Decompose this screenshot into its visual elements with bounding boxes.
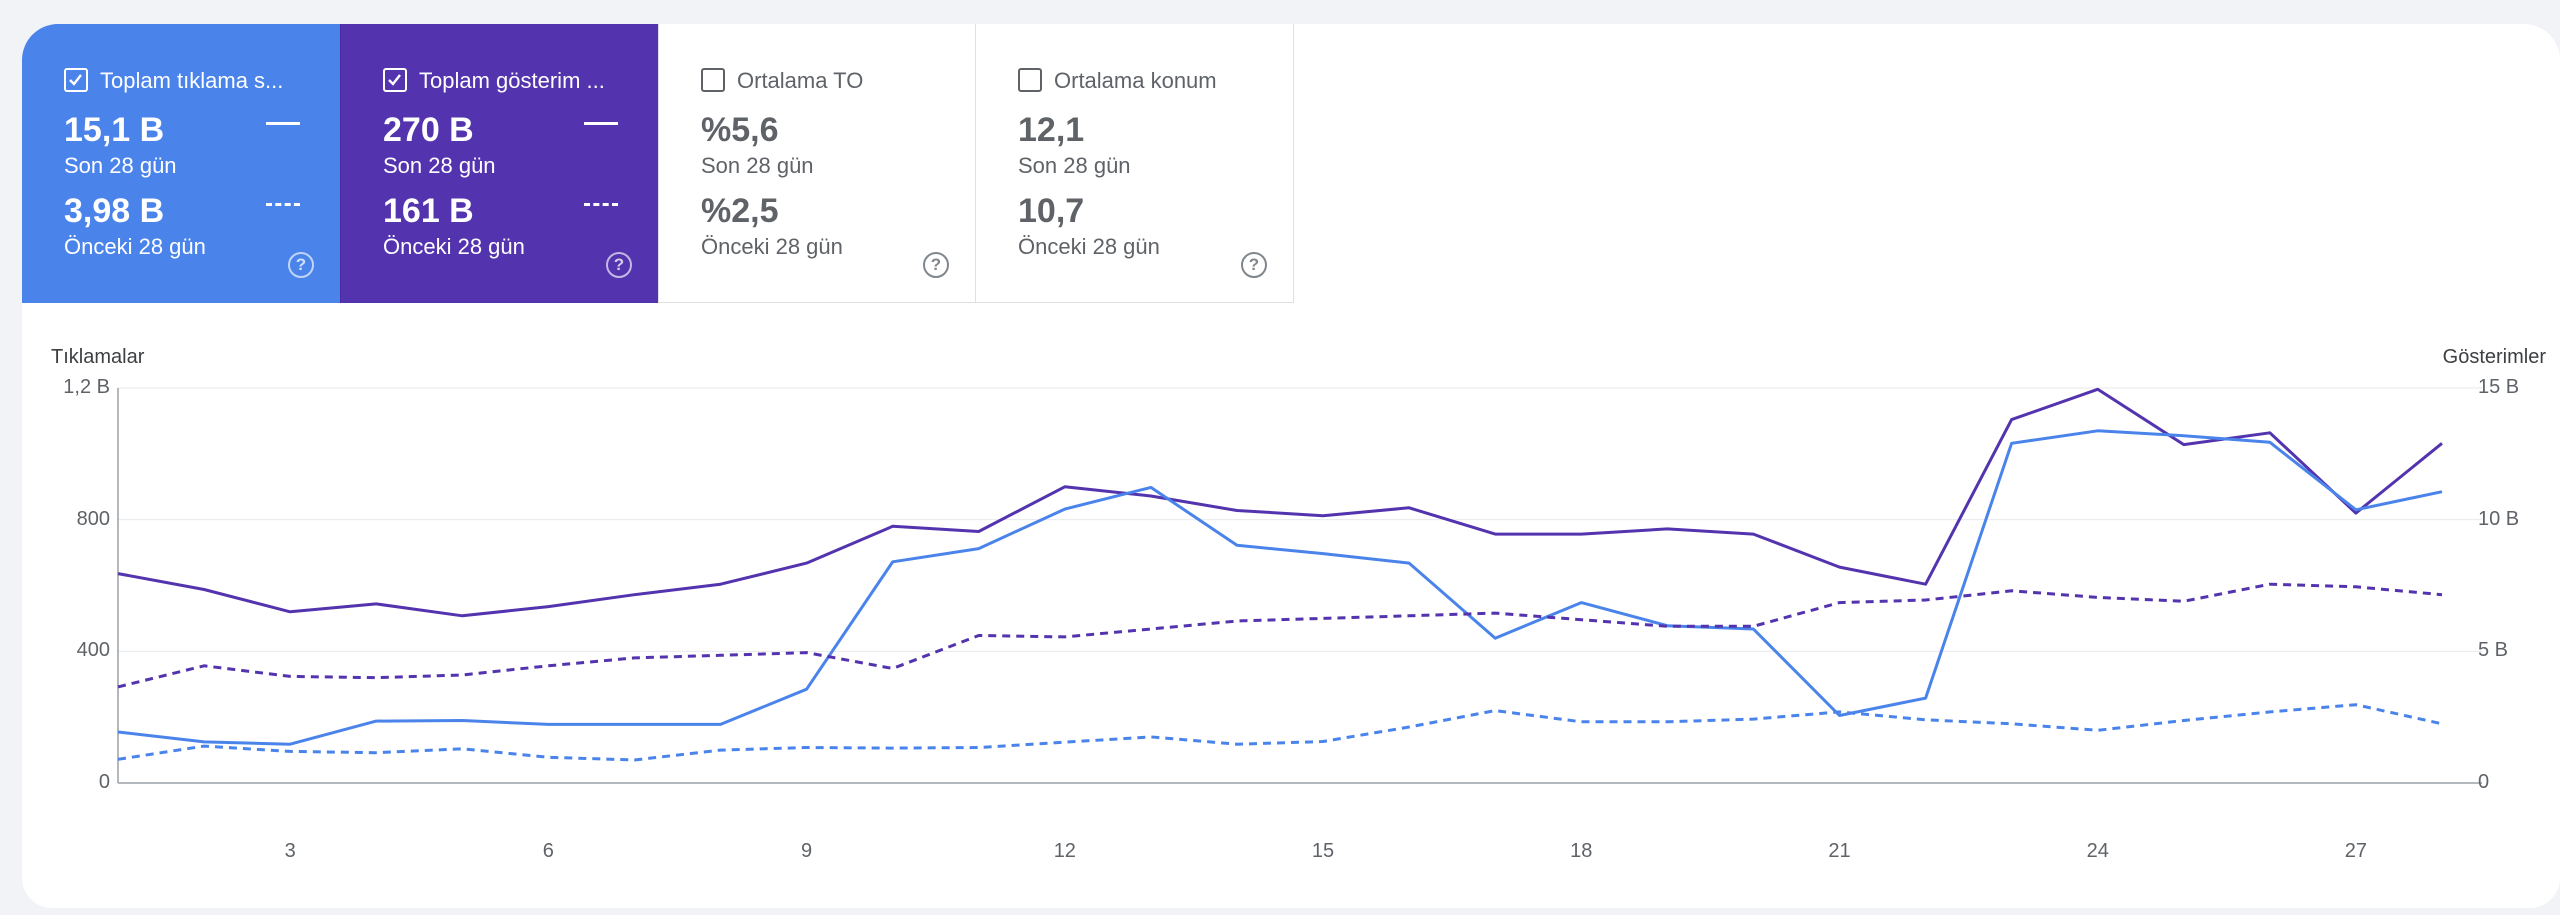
checkbox-unchecked-icon[interactable] [701,68,725,92]
previous-value: 3,98 B [64,192,165,230]
previous-value: %2,5 [701,192,779,230]
current-period: Son 28 gün [701,153,814,178]
checkbox-unchecked-icon[interactable] [1018,68,1042,92]
y-left-tick-label: 800 [76,507,110,530]
current-period: Son 28 gün [64,153,177,178]
metric-card-position[interactable]: Ortalama konum 12,1 Son 28 gün 10,7 Önce… [976,24,1294,303]
metric-label: Ortalama TO [737,68,864,93]
checkbox-checked-icon[interactable] [383,68,407,92]
y-right-tick-label: 15 B [2478,376,2520,398]
help-icon[interactable]: ? [1241,252,1267,278]
current-value: 15,1 B [64,111,165,149]
dashed-line-legend-icon [584,203,618,206]
performance-panel: Toplam tıklama s... 15,1 B Son 28 gün 3,… [22,24,2560,908]
x-tick-label: 21 [1828,840,1851,862]
metric-cards: Toplam tıklama s... 15,1 B Son 28 gün 3,… [22,24,1294,303]
metric-label: Ortalama konum [1054,68,1217,93]
x-tick-label: 24 [2086,840,2109,862]
metric-card-ctr[interactable]: Ortalama TO %5,6 Son 28 gün %2,5 Önceki … [658,24,976,303]
y-left-tick-label: 1,2 B [63,376,110,398]
plot-area [118,388,2482,783]
x-tick-label: 18 [1570,840,1593,862]
series-line-clicks-dashed [117,703,2443,762]
metric-label: Toplam tıklama s... [100,68,284,93]
solid-line-legend-icon [266,122,300,125]
x-tick-label: 9 [801,840,813,862]
help-icon[interactable]: ? [288,252,314,278]
series-line-impressions-solid [117,387,2443,618]
metric-card-clicks[interactable]: Toplam tıklama s... 15,1 B Son 28 gün 3,… [22,24,340,303]
y-left-tick-label: 0 [98,771,110,793]
x-tick-label: 6 [542,840,554,862]
performance-chart [117,387,2482,784]
help-icon[interactable]: ? [606,252,632,278]
dashed-line-legend-icon [266,203,300,206]
previous-period: Önceki 28 gün [64,234,206,259]
current-period: Son 28 gün [383,153,496,178]
chart-grid [117,387,2482,784]
y-right-tick-label: 0 [2478,771,2490,793]
current-value: %5,6 [701,111,779,149]
chart-series [117,387,2443,762]
x-tick-label: 12 [1053,840,1076,862]
left-axis-title: Tıklamalar [51,346,145,368]
metric-label: Toplam gösterim ... [419,68,605,93]
previous-period: Önceki 28 gün [701,234,843,259]
previous-period: Önceki 28 gün [1018,234,1160,259]
previous-value: 10,7 [1018,192,1085,230]
current-value: 12,1 [1018,111,1085,149]
current-value: 270 B [383,111,474,149]
x-tick-label: 15 [1311,840,1335,862]
solid-line-legend-icon [584,122,618,125]
current-period: Son 28 gün [1018,153,1131,178]
previous-value: 161 B [383,192,474,230]
checkbox-checked-icon[interactable] [64,68,88,92]
y-right-tick-label: 10 B [2478,507,2520,530]
series-line-clicks-solid [117,429,2443,746]
x-tick-label: 3 [284,840,296,862]
y-right-tick-label: 5 B [2478,639,2509,662]
series-line-impressions-dashed [117,582,2443,689]
y-left-tick-label: 400 [76,639,110,662]
x-tick-label: 27 [2344,840,2368,862]
metric-card-impressions[interactable]: Toplam gösterim ... 270 B Son 28 gün 161… [340,24,658,303]
right-axis-title: Gösterimler [2442,346,2546,368]
previous-period: Önceki 28 gün [383,234,525,259]
help-icon[interactable]: ? [923,252,949,278]
